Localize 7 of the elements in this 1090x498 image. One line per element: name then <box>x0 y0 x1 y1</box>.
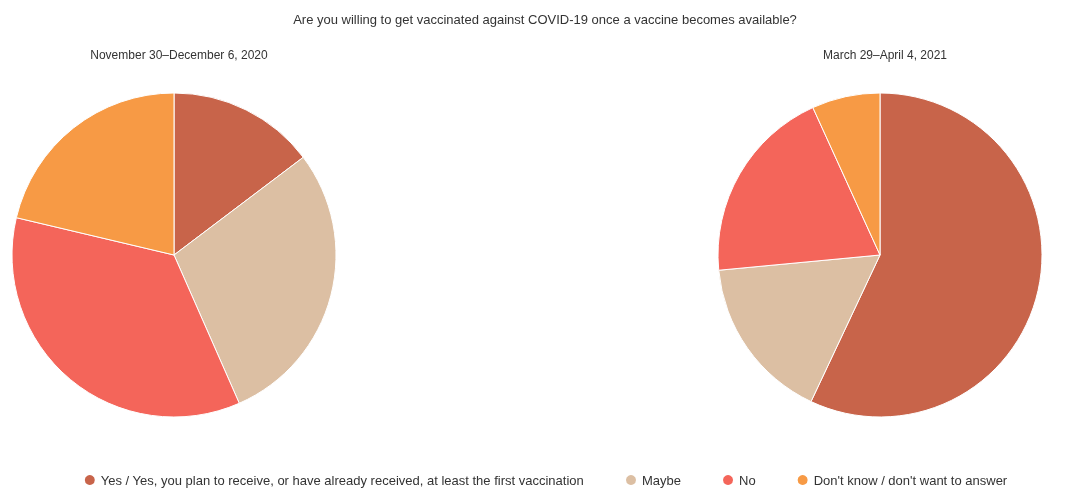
legend-label: Maybe <box>642 472 682 488</box>
legend-label: Don't know / don't want to answer <box>813 472 1008 488</box>
legend-label: No <box>739 472 756 488</box>
chart-title: Are you willing to get vaccinated against COVID-19 once a vaccine becomes available? <box>293 12 797 27</box>
slice-label: November 30–December 6, 2020 <box>90 48 269 62</box>
slice-label: March 29–April 4, 2021 <box>822 48 948 62</box>
legend-label: Yes / Yes, you plan to receive, or have already received, at least the first vaccination <box>100 472 584 488</box>
